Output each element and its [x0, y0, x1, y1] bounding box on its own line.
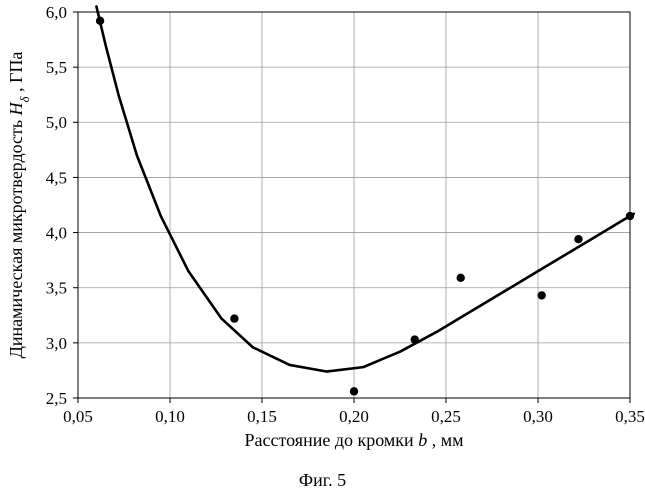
x-tick-label: 0,15 — [247, 407, 277, 426]
chart-svg: 0,05 0,10 0,15 0,20 0,25 0,30 0,35 2,5 3,0 3,5 4,0… — [0, 0, 645, 500]
y-tick-label: 3,0 — [46, 334, 67, 353]
x-tick-label: 0,25 — [431, 407, 461, 426]
y-tick-label: 4,0 — [46, 224, 67, 243]
y-tick-label: 6,0 — [46, 3, 67, 22]
y-tick-label: 2,5 — [46, 389, 67, 408]
x-axis-label: Расстояние до кромки b , мм — [245, 430, 464, 450]
x-tick-label: 0,05 — [63, 407, 93, 426]
data-point — [537, 291, 545, 299]
y-tick-label: 4,5 — [46, 168, 67, 187]
data-point — [626, 212, 634, 220]
y-tick-label: 5,0 — [46, 113, 67, 132]
y-tick-label: 5,5 — [46, 58, 67, 77]
figure-container: { "figure": { "caption": "Фиг. 5", "capt… — [0, 0, 645, 500]
x-tick-label: 0,20 — [339, 407, 369, 426]
figure-caption: Фиг. 5 — [299, 470, 346, 490]
data-point — [457, 274, 465, 282]
data-point — [96, 17, 104, 25]
data-point — [230, 314, 238, 322]
data-point — [350, 387, 358, 395]
x-tick-label: 0,30 — [523, 407, 553, 426]
data-point — [574, 235, 582, 243]
y-tick-label: 3,5 — [46, 279, 67, 298]
x-tick-label: 0,10 — [155, 407, 185, 426]
data-point — [411, 335, 419, 343]
x-tick-label: 0,35 — [615, 407, 645, 426]
